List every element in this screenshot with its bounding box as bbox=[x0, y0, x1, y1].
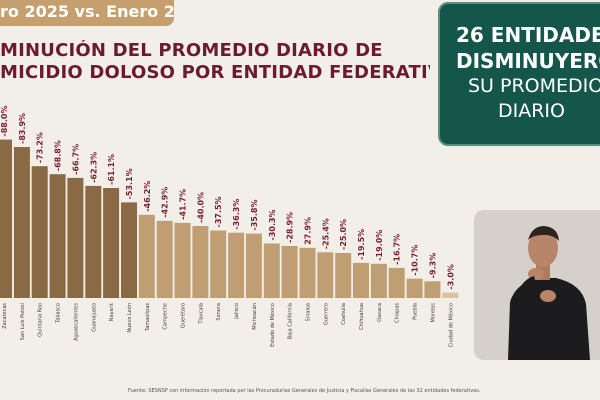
bar-value-label-9: -42.9% bbox=[161, 187, 170, 218]
category-label-6: Nayarit bbox=[109, 303, 115, 321]
chart-title-line1: MINUCIÓN DEL PROMEDIO DIARIO DE bbox=[0, 40, 383, 61]
category-label-20: Chihuahua bbox=[359, 303, 365, 330]
category-label-12: Sonora bbox=[216, 303, 222, 321]
category-label-1: San Luis Potosí bbox=[19, 302, 26, 340]
bar-0 bbox=[0, 139, 12, 298]
period-label: ro 2025 vs. Enero 2026 bbox=[0, 2, 174, 21]
bar-value-label-13: -36.3% bbox=[232, 199, 241, 230]
category-label-5: Guanajuato bbox=[91, 303, 97, 332]
bar-10 bbox=[174, 222, 191, 298]
bar-18 bbox=[317, 252, 334, 298]
bar-value-label-18: -25.4% bbox=[321, 218, 330, 249]
bar-2 bbox=[31, 166, 48, 298]
bar-value-label-8: -46.2% bbox=[143, 181, 152, 212]
bar-value-label-11: -40.0% bbox=[196, 192, 205, 223]
bar-6 bbox=[103, 188, 120, 298]
summary-line2: DISMINUYERON bbox=[456, 49, 600, 73]
interpreter-figure bbox=[474, 210, 600, 360]
bar-value-label-15: -30.3% bbox=[268, 209, 277, 240]
category-label-10: Querétaro bbox=[180, 303, 187, 328]
category-label-15: Estado de México bbox=[269, 303, 276, 347]
category-label-14: Michoacán bbox=[251, 303, 258, 330]
bar-value-label-24: -9.3% bbox=[428, 253, 437, 279]
bar-4 bbox=[67, 177, 84, 298]
bar-value-label-6: -61.1% bbox=[107, 154, 116, 185]
category-label-24: Morelos bbox=[430, 303, 436, 323]
bar-value-label-22: -16.7% bbox=[393, 234, 402, 265]
category-label-22: Chiapas bbox=[395, 303, 401, 323]
category-label-2: Quintana Roo bbox=[38, 303, 44, 337]
bar-value-label-3: -68.8% bbox=[54, 140, 63, 171]
bar-16 bbox=[281, 246, 298, 298]
bar-24 bbox=[424, 281, 441, 298]
bar-value-label-20: -19.5% bbox=[357, 229, 366, 260]
bar-value-label-0: -88.0% bbox=[0, 106, 9, 137]
bar-25 bbox=[442, 292, 459, 298]
category-label-25: Ciudad de México bbox=[447, 303, 454, 347]
bar-value-label-16: -28.9% bbox=[286, 212, 295, 243]
bar-11 bbox=[192, 226, 209, 298]
bar-value-label-23: -10.7% bbox=[411, 245, 420, 276]
category-label-8: Tamaulipas bbox=[145, 303, 151, 332]
bar-8 bbox=[138, 214, 155, 298]
summary-panel: 26 ENTIDADES DISMINUYERON SU PROMEDIO DI… bbox=[438, 2, 600, 146]
bar-3 bbox=[49, 174, 66, 298]
bar-value-label-7: -53.1% bbox=[125, 168, 134, 199]
bar-20 bbox=[353, 262, 369, 298]
category-label-4: Aguascalientes bbox=[73, 303, 79, 341]
category-label-7: Nuevo León bbox=[126, 303, 133, 333]
bar-value-label-10: -41.7% bbox=[179, 189, 188, 220]
category-label-11: Tlaxcala bbox=[198, 303, 204, 325]
bar-value-label-17: 27.9% bbox=[304, 217, 313, 245]
category-label-17: Sinaloa bbox=[306, 303, 312, 321]
bar-value-label-12: -37.5% bbox=[214, 196, 223, 227]
bar-1 bbox=[13, 147, 30, 298]
bar-19 bbox=[335, 253, 352, 298]
bar-15 bbox=[263, 243, 280, 298]
bar-7 bbox=[121, 202, 137, 298]
category-label-23: Puebla bbox=[413, 303, 419, 320]
sign-language-interpreter bbox=[474, 210, 600, 360]
category-label-19: Coahuila bbox=[341, 303, 347, 325]
bar-14 bbox=[245, 233, 262, 298]
category-label-3: Tabasco bbox=[56, 303, 62, 324]
bar-5 bbox=[85, 185, 102, 298]
bar-value-label-1: -83.9% bbox=[18, 113, 27, 144]
summary-line1: 26 ENTIDADES bbox=[456, 23, 600, 47]
category-label-16: Baja California bbox=[288, 303, 294, 339]
bar-17 bbox=[299, 247, 316, 298]
category-label-0: Zacatecas bbox=[2, 303, 8, 329]
bar-value-label-19: -25.0% bbox=[339, 219, 348, 250]
summary-line3: SU PROMEDIO bbox=[468, 75, 600, 97]
bar-value-label-14: -35.8% bbox=[250, 200, 259, 231]
source-note: Fuente: SESNSP con información reportada… bbox=[128, 388, 481, 394]
period-banner: ro 2025 vs. Enero 2026 bbox=[0, 0, 174, 26]
bar-9 bbox=[156, 220, 173, 298]
chart-title-line2: MICIDIO DOLOSO POR ENTIDAD FEDERATIVA bbox=[0, 62, 430, 83]
chart-title: MINUCIÓN DEL PROMEDIO DIARIO DE MICIDIO … bbox=[0, 40, 430, 84]
bar-value-label-4: -66.7% bbox=[71, 144, 80, 175]
bar-21 bbox=[370, 263, 387, 298]
bar-22 bbox=[388, 267, 405, 298]
bar-value-label-25: -3.0% bbox=[446, 264, 455, 290]
category-label-9: Campeche bbox=[163, 303, 169, 330]
category-label-21: Oaxaca bbox=[377, 303, 383, 322]
bar-value-label-5: -62.3% bbox=[89, 152, 98, 183]
bar-12 bbox=[210, 230, 227, 298]
bar-23 bbox=[406, 278, 423, 298]
bar-value-label-2: -73.2% bbox=[36, 132, 45, 163]
category-label-13: Jalisco bbox=[234, 303, 240, 320]
bar-13 bbox=[228, 232, 245, 298]
summary-line4: DIARIO bbox=[498, 100, 565, 122]
category-label-18: Guerrero bbox=[323, 303, 329, 325]
bar-value-label-21: -19.0% bbox=[375, 230, 384, 261]
